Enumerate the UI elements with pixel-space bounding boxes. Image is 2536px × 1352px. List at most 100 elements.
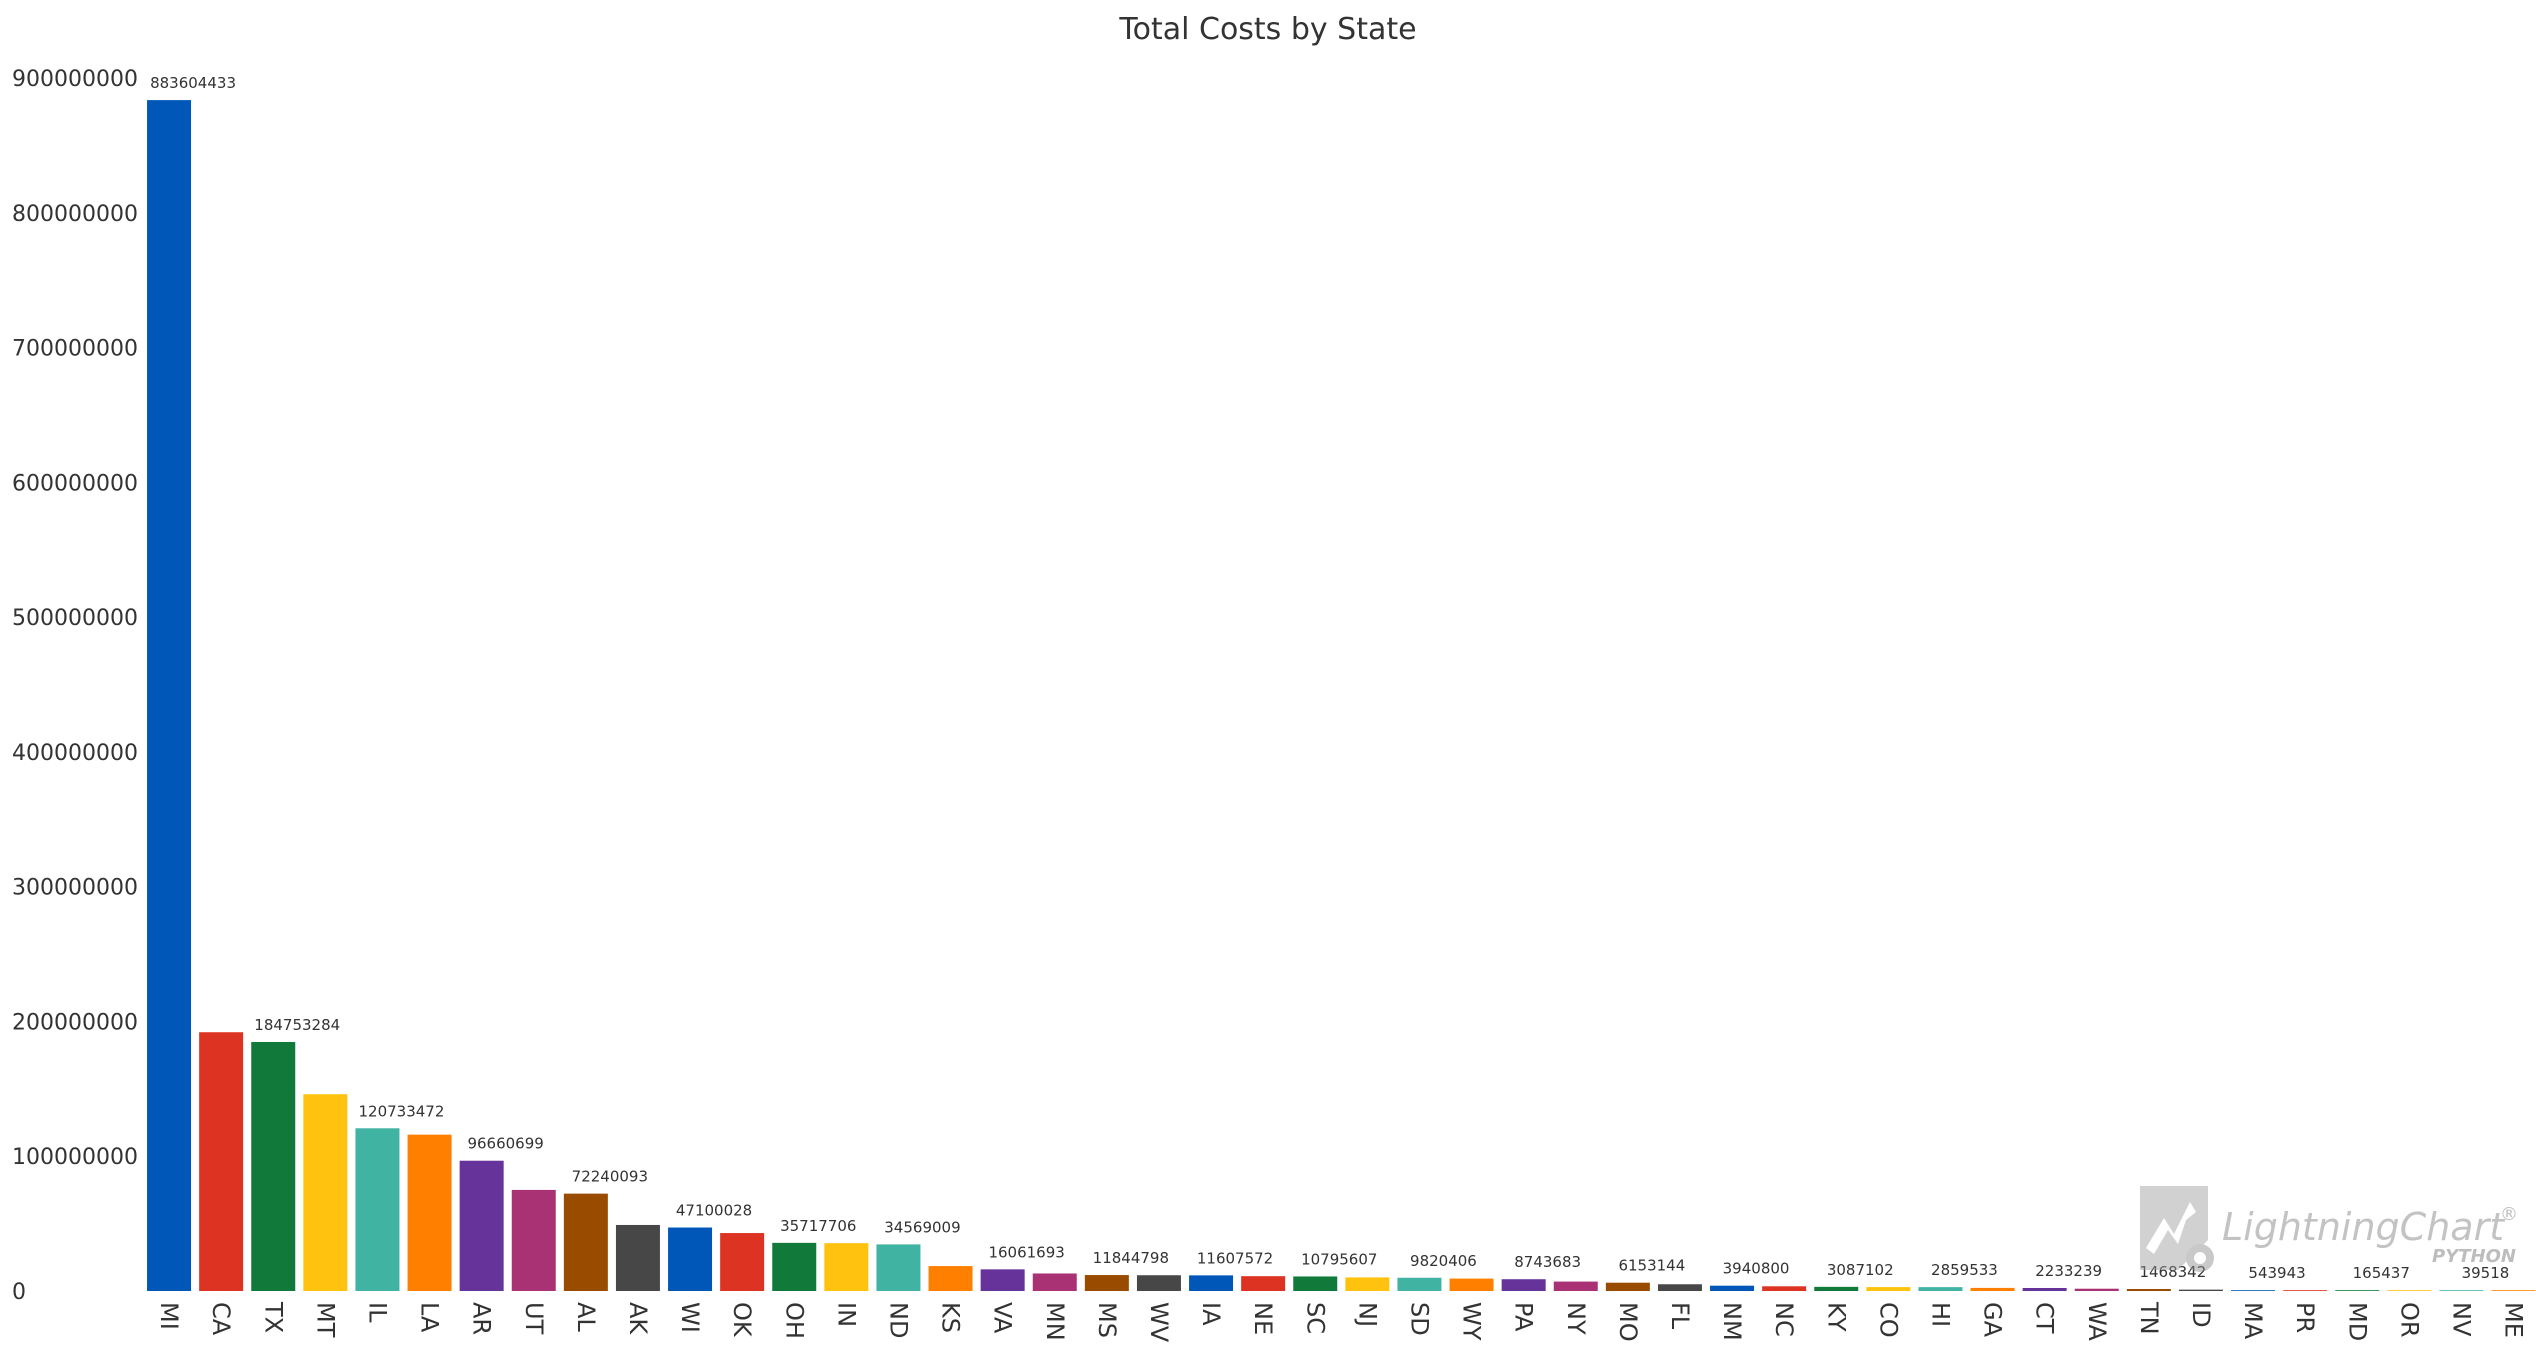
bar-nm[interactable] [1710, 1285, 1755, 1291]
data-label-ct: 2233239 [2035, 1262, 2102, 1280]
x-tick-label-mi: MI [155, 1302, 183, 1330]
x-tick-label-pa: PA [1510, 1302, 1538, 1332]
bar-fl[interactable] [1657, 1284, 1702, 1291]
x-tick-label-mt: MT [311, 1302, 339, 1338]
x-tick-label-ma: MA [2239, 1302, 2267, 1340]
data-label-ma: 543943 [2248, 1264, 2305, 1282]
bar-ca[interactable] [199, 1032, 244, 1291]
bar-wv[interactable] [1136, 1275, 1181, 1291]
bar-wi[interactable] [668, 1227, 713, 1291]
bar-ky[interactable] [1814, 1286, 1859, 1291]
x-tick-label-hi: HI [1926, 1302, 1954, 1327]
bar-la[interactable] [407, 1134, 452, 1291]
bar-pa[interactable] [1501, 1279, 1546, 1291]
x-tick-label-ar: AR [468, 1302, 496, 1335]
bar-me[interactable] [2491, 1290, 2536, 1291]
data-label-va: 16061693 [988, 1243, 1064, 1261]
bar-ms[interactable] [1084, 1275, 1129, 1291]
bar-md[interactable] [2335, 1290, 2380, 1291]
x-tick-label-il: IL [363, 1302, 391, 1323]
bar-il[interactable] [355, 1128, 400, 1291]
y-tick-label: 900000000 [12, 67, 138, 92]
bar-nd[interactable] [876, 1244, 921, 1291]
x-tick-label-ny: NY [1562, 1302, 1590, 1335]
bar-nv[interactable] [2439, 1290, 2484, 1291]
bar-wa[interactable] [2074, 1288, 2119, 1291]
bar-id[interactable] [2178, 1289, 2223, 1291]
bar-ne[interactable] [1241, 1276, 1286, 1291]
y-tick-label: 200000000 [12, 1010, 138, 1035]
bar-tn[interactable] [2126, 1289, 2171, 1291]
x-tick-label-ne: NE [1249, 1302, 1277, 1335]
bar-ut[interactable] [511, 1189, 556, 1291]
bar-tx[interactable] [251, 1041, 296, 1291]
data-labels: 883604433 184753284 120733472 96660699 72240… [150, 74, 2509, 1282]
data-label-ia: 11607572 [1197, 1249, 1273, 1267]
bar-ak[interactable] [615, 1224, 660, 1291]
bar-nc[interactable] [1762, 1286, 1807, 1291]
watermark-sub: PYTHON [2432, 1246, 2516, 1267]
x-tick-label-nc: NC [1770, 1302, 1798, 1337]
data-label-nm: 3940800 [1723, 1260, 1790, 1278]
x-tick-label-nd: ND [884, 1302, 912, 1338]
chart-title: Total Costs by State [1119, 12, 1417, 47]
bar-ar[interactable] [459, 1160, 504, 1291]
x-tick-label-co: CO [1874, 1302, 1902, 1338]
x-tick-label-ut: UT [520, 1302, 548, 1335]
bar-sd[interactable] [1397, 1277, 1442, 1291]
data-label-mi: 883604433 [150, 74, 236, 92]
bar-oh[interactable] [772, 1242, 817, 1291]
bar-ia[interactable] [1189, 1275, 1234, 1291]
bar-in[interactable] [824, 1243, 869, 1291]
data-label-al: 72240093 [572, 1168, 648, 1186]
bar-ct[interactable] [2022, 1287, 2067, 1291]
bar-pr[interactable] [2283, 1290, 2328, 1291]
data-label-nv: 39518 [2462, 1264, 2510, 1282]
y-tick-label: 300000000 [12, 876, 138, 901]
y-tick-label: 800000000 [12, 202, 138, 227]
bar-mi[interactable] [147, 100, 192, 1292]
x-tick-label-wv: WV [1145, 1302, 1173, 1343]
x-tick-label-ct: CT [2031, 1302, 2059, 1334]
x-tick-label-nm: NM [1718, 1302, 1746, 1341]
bar-co[interactable] [1866, 1287, 1911, 1291]
x-tick-label-md: MD [2343, 1302, 2371, 1341]
bar-mo[interactable] [1605, 1282, 1650, 1291]
y-axis: 0 100000000 200000000 300000000 400000000 500… [12, 67, 138, 1305]
x-tick-label-ks: KS [937, 1302, 965, 1333]
x-tick-label-ok: OK [728, 1302, 756, 1338]
x-tick-label-nj: NJ [1353, 1302, 1381, 1327]
data-label-nd: 34569009 [884, 1218, 960, 1236]
data-label-il: 120733472 [358, 1102, 444, 1120]
bar-mt[interactable] [303, 1094, 348, 1291]
bar-ks[interactable] [928, 1266, 973, 1291]
x-tick-label-or: OR [2395, 1302, 2423, 1338]
x-tick-label-wi: WI [676, 1302, 704, 1333]
bar-mn[interactable] [1032, 1273, 1077, 1291]
bar-ny[interactable] [1553, 1281, 1598, 1291]
bars [147, 100, 2536, 1292]
x-tick-label-me: ME [2500, 1302, 2528, 1338]
x-tick-label-tn: TN [2135, 1301, 2163, 1335]
bar-hi[interactable] [1918, 1287, 1963, 1291]
data-label-tx: 184753284 [254, 1016, 340, 1034]
bar-nj[interactable] [1345, 1277, 1390, 1291]
bar-ma[interactable] [2231, 1290, 2276, 1291]
lightningchart-watermark: LightningChart ® PYTHON [2140, 1186, 2518, 1272]
data-label-md: 165437 [2353, 1264, 2410, 1282]
y-tick-label: 500000000 [12, 606, 138, 631]
bar-ok[interactable] [720, 1233, 765, 1291]
bar-al[interactable] [563, 1193, 608, 1291]
y-tick-label: 700000000 [12, 337, 138, 362]
data-label-mo: 6153144 [1618, 1257, 1685, 1275]
x-tick-label-sc: SC [1301, 1302, 1329, 1334]
bar-sc[interactable] [1293, 1276, 1338, 1291]
watermark-brand: LightningChart [2222, 1205, 2506, 1249]
bar-wy[interactable] [1449, 1278, 1494, 1291]
bar-va[interactable] [980, 1269, 1025, 1291]
data-label-sc: 10795607 [1301, 1250, 1377, 1268]
bar-or[interactable] [2387, 1290, 2432, 1291]
bar-ga[interactable] [1970, 1287, 2015, 1291]
x-tick-label-ca: CA [207, 1302, 235, 1336]
